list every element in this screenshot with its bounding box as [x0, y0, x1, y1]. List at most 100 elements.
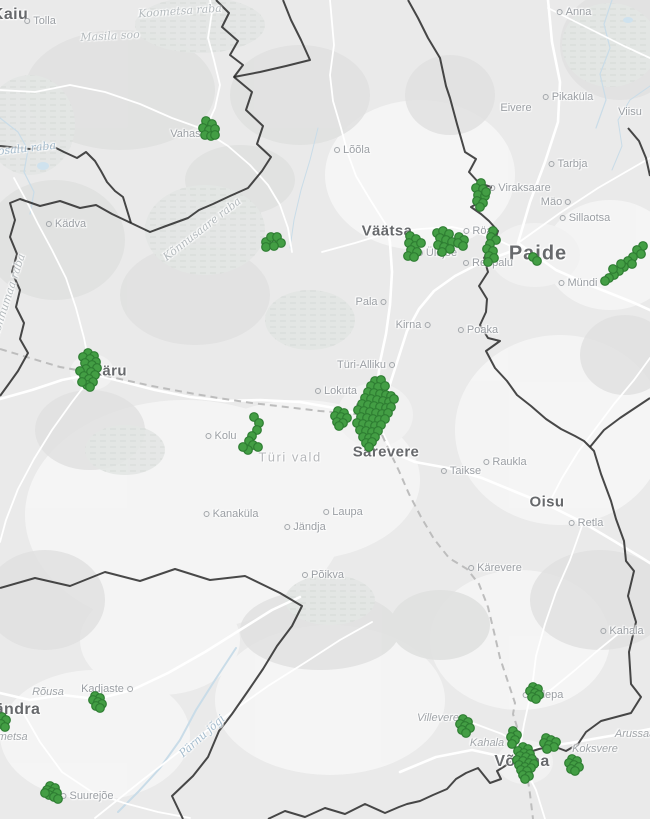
green-marker[interactable]	[570, 766, 580, 776]
place-label-text: Viisu	[618, 106, 642, 118]
green-marker[interactable]	[269, 241, 279, 251]
green-marker[interactable]	[475, 202, 485, 212]
green-marker[interactable]	[600, 276, 610, 286]
green-marker[interactable]	[238, 442, 248, 452]
stream-line	[611, 85, 650, 171]
road-line	[517, 157, 650, 244]
place-label: Laupa	[323, 506, 363, 518]
green-marker[interactable]	[0, 722, 10, 732]
place-label-text: Laupa	[332, 506, 363, 518]
place-label: Türi vald	[258, 450, 321, 465]
place-label-text: Kirna	[395, 319, 422, 331]
place-label-text: Vändra	[0, 701, 41, 718]
stream-line	[595, 0, 613, 129]
place-label-text: Kahala	[469, 737, 505, 749]
green-marker[interactable]	[389, 394, 399, 404]
village-marker-icon	[388, 361, 395, 368]
place-label-text: Türi-Alliku	[337, 359, 386, 371]
green-marker[interactable]	[95, 703, 105, 713]
place-label: Kädva	[45, 218, 87, 230]
road-line	[329, 0, 389, 229]
place-label: Kadjaste	[81, 683, 133, 695]
road-line	[0, 372, 379, 421]
place-label: Raukla	[483, 456, 527, 468]
green-marker[interactable]	[507, 739, 517, 749]
green-marker[interactable]	[40, 788, 50, 798]
green-marker[interactable]	[334, 421, 344, 431]
road-line	[516, 0, 562, 245]
green-marker[interactable]	[416, 238, 426, 248]
village-marker-icon	[463, 259, 470, 266]
pond	[37, 162, 49, 170]
place-label-text: Raukla	[492, 456, 527, 468]
place-label: Kaiu	[0, 6, 28, 24]
place-label: Lõõla	[334, 144, 370, 156]
village-marker-icon	[463, 227, 470, 234]
green-marker[interactable]	[364, 442, 374, 452]
stream-line	[289, 127, 319, 249]
place-label: Pikaküla	[542, 91, 593, 103]
green-marker[interactable]	[437, 247, 447, 257]
green-marker[interactable]	[542, 744, 552, 754]
place-label: Kolu	[205, 430, 237, 442]
village-marker-icon	[542, 93, 549, 100]
green-marker[interactable]	[532, 256, 542, 266]
boundary-line	[0, 568, 303, 819]
village-marker-icon	[424, 321, 431, 328]
village-marker-icon	[314, 387, 321, 394]
road-line	[380, 430, 650, 565]
green-marker[interactable]	[483, 257, 493, 267]
village-marker-icon	[565, 198, 572, 205]
green-marker[interactable]	[380, 381, 390, 391]
village-marker-icon	[301, 571, 308, 578]
boundary-line	[589, 397, 650, 448]
road-line	[19, 706, 191, 819]
green-marker[interactable]	[627, 259, 637, 269]
village-marker-icon	[380, 298, 387, 305]
green-marker[interactable]	[409, 252, 419, 262]
green-marker[interactable]	[531, 694, 541, 704]
village-marker-icon	[556, 8, 563, 15]
green-marker[interactable]	[458, 241, 468, 251]
green-marker[interactable]	[85, 382, 95, 392]
place-label: Kärevere	[468, 562, 522, 574]
green-marker[interactable]	[608, 264, 618, 274]
green-marker[interactable]	[481, 187, 491, 197]
place-label: Vanametsa	[0, 731, 28, 743]
green-marker[interactable]	[616, 259, 626, 269]
place-label-text: Väätsa	[361, 222, 413, 240]
place-label: Tolla	[24, 15, 56, 27]
road-line	[94, 621, 373, 819]
green-marker[interactable]	[636, 249, 646, 259]
road-line	[535, 633, 619, 700]
green-marker[interactable]	[445, 244, 455, 254]
green-marker[interactable]	[261, 242, 271, 252]
green-marker[interactable]	[53, 794, 63, 804]
place-label: Mündi	[558, 277, 597, 289]
place-label-text: Poaka	[466, 324, 499, 336]
village-marker-icon	[284, 523, 291, 530]
place-label: Kanaküla	[203, 508, 258, 520]
village-marker-icon	[483, 458, 490, 465]
place-label-text: Kädva	[54, 218, 87, 230]
stream-line	[0, 117, 35, 215]
place-label: Retla	[568, 517, 603, 529]
green-marker[interactable]	[461, 728, 471, 738]
road-line	[547, 7, 650, 59]
place-label: Vändra	[0, 701, 40, 719]
place-label: Kahala	[600, 625, 644, 637]
place-label-text: Lõõla	[343, 144, 370, 156]
green-marker[interactable]	[210, 130, 220, 140]
place-label: Poaka	[457, 324, 499, 336]
road-line	[519, 525, 583, 749]
place-label-text: Eivere	[500, 102, 532, 114]
green-marker[interactable]	[77, 377, 87, 387]
green-marker[interactable]	[520, 774, 530, 784]
place-label: Taikse	[440, 465, 481, 477]
place-label-text: Tarbja	[557, 158, 588, 170]
road-line	[547, 357, 650, 506]
green-marker[interactable]	[253, 442, 263, 452]
